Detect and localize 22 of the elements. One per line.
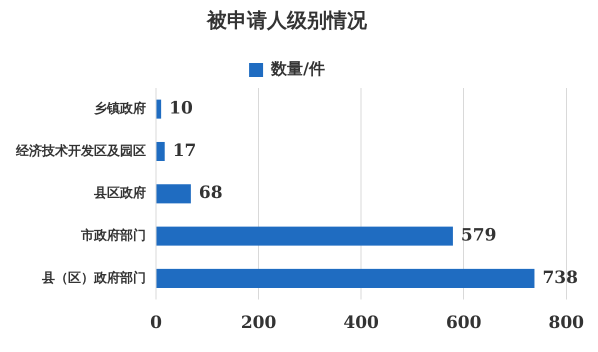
y-tick-label: 县（区）政府部门 xyxy=(41,270,146,286)
legend-label: 数量/件 xyxy=(270,59,325,78)
x-tick-label: 0 xyxy=(150,313,162,334)
y-tick-label: 乡镇政府 xyxy=(94,100,146,117)
x-tick-label: 800 xyxy=(548,313,584,334)
data-label: 17 xyxy=(172,140,196,161)
y-tick-label: 经济技术开发区及园区 xyxy=(15,142,146,159)
data-label: 738 xyxy=(542,268,578,288)
data-label: 10 xyxy=(169,98,193,119)
y-tick-label: 市政府部门 xyxy=(80,227,146,244)
data-label: 68 xyxy=(198,183,223,204)
bar xyxy=(156,142,165,161)
y-tick-label: 县区政府 xyxy=(93,185,146,202)
x-tick-label: 200 xyxy=(240,313,276,334)
x-tick-label: 400 xyxy=(343,313,380,334)
data-label: 579 xyxy=(460,226,496,246)
bar xyxy=(156,100,162,119)
x-tick-label: 600 xyxy=(446,313,482,334)
chart-title: 被申请人级别情况 xyxy=(206,8,368,32)
bar xyxy=(156,268,534,288)
bar xyxy=(156,226,453,246)
bar xyxy=(156,184,191,204)
